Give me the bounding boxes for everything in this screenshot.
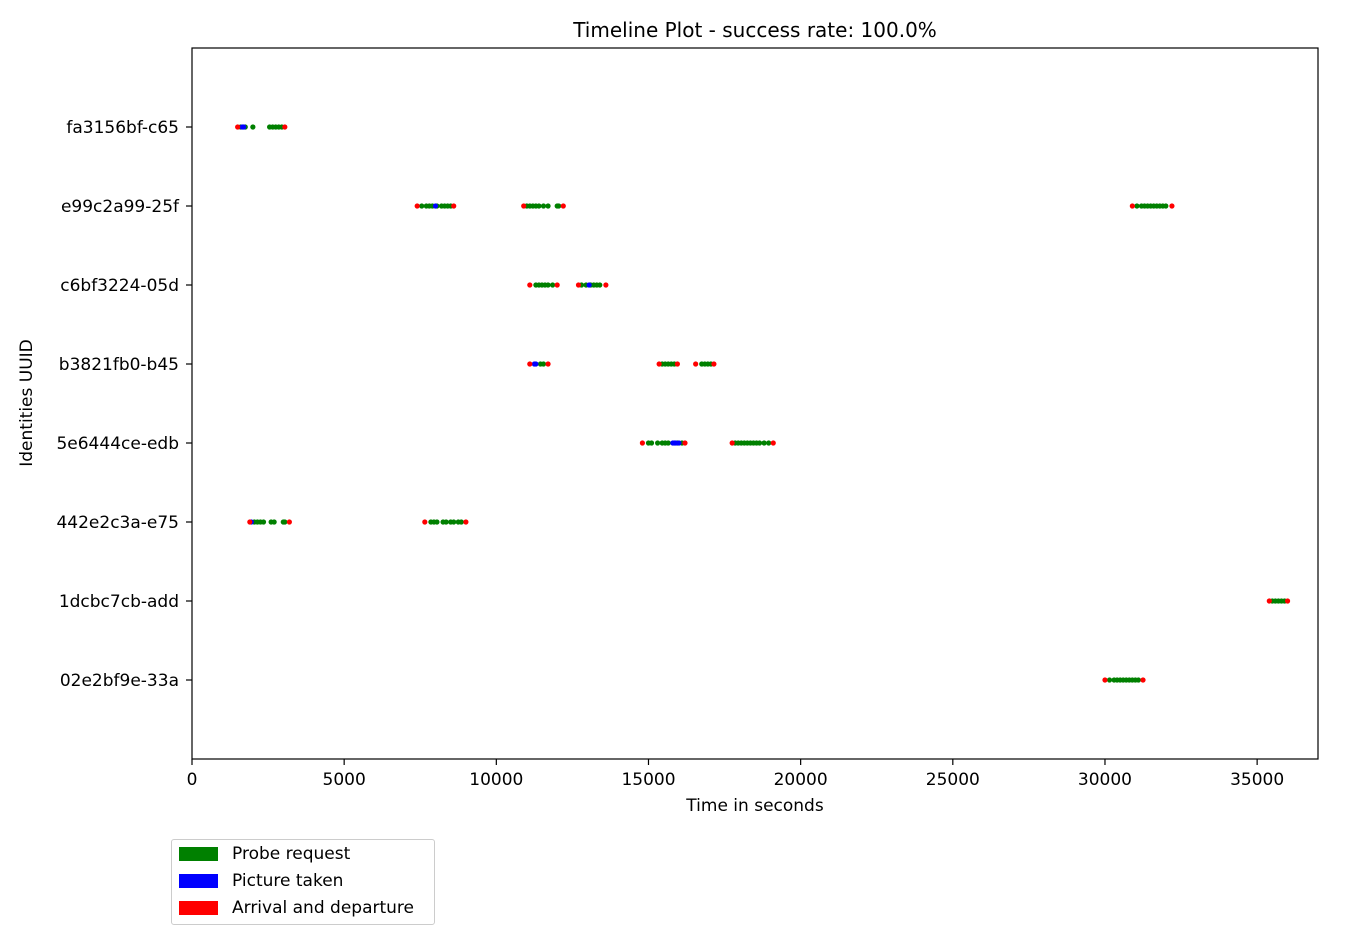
- probe-request-point: [766, 440, 772, 446]
- legend-label-probe-request: Probe request: [232, 844, 351, 864]
- probe-request-point: [761, 440, 767, 446]
- picture-taken-point: [533, 361, 539, 367]
- y-tick-label: 5e6444ce-edb: [56, 434, 179, 454]
- legend-swatch-arrival-departure: [179, 901, 218, 915]
- chart-title: Timeline Plot - success rate: 100.0%: [572, 18, 937, 42]
- picture-taken-point: [676, 440, 682, 446]
- picture-taken-point: [432, 203, 439, 209]
- probe-request-point: [443, 519, 449, 525]
- y-tick-label: 442e2c3a-e75: [56, 513, 179, 533]
- legend-item-arrival-departure: Arrival and departure: [179, 897, 414, 919]
- arrival-departure-point: [674, 361, 680, 367]
- probe-request-point: [655, 440, 661, 446]
- probe-request-point: [434, 519, 440, 525]
- arrival-departure-point: [422, 519, 428, 525]
- x-tick-label: 0: [187, 770, 198, 790]
- arrival-departure-point: [639, 440, 646, 446]
- legend-item-probe-request: Probe request: [179, 843, 350, 865]
- legend-label-picture-taken: Picture taken: [232, 871, 344, 891]
- probe-request-point: [597, 282, 603, 288]
- legend-label-arrival-departure: Arrival and departure: [232, 898, 414, 918]
- x-tick-label: 35000: [1230, 770, 1284, 790]
- arrival-departure-point: [560, 203, 566, 209]
- arrival-departure-point: [1129, 203, 1135, 209]
- series-arrival-departure: [235, 124, 1291, 683]
- arrival-departure-point: [286, 519, 292, 525]
- probe-request-point: [1135, 677, 1142, 683]
- x-axis-label: Time in seconds: [685, 796, 824, 816]
- probe-request-point: [250, 124, 256, 130]
- legend-swatch-probe-request: [179, 847, 218, 861]
- arrival-departure-point: [247, 519, 253, 525]
- arrival-departure-point: [682, 440, 688, 446]
- x-tick-label: 10000: [469, 770, 523, 790]
- y-tick-label: c6bf3224-05d: [60, 276, 179, 296]
- plot-frame: [191, 47, 1319, 760]
- x-tick-label: 5000: [323, 770, 366, 790]
- y-tick-label: fa3156bf-c65: [66, 118, 179, 138]
- legend: Probe request Picture taken Arrival and …: [171, 839, 435, 925]
- legend-item-picture-taken: Picture taken: [179, 870, 343, 892]
- probe-request-point: [271, 519, 277, 525]
- arrival-departure-point: [770, 440, 776, 446]
- probe-request-point: [540, 203, 547, 209]
- arrival-departure-point: [235, 124, 241, 130]
- arrival-departure-point: [1266, 598, 1272, 604]
- y-tick-label: 02e2bf9e-33a: [60, 671, 179, 691]
- series-picture-taken: [239, 124, 682, 525]
- arrival-departure-point: [729, 440, 735, 446]
- arrival-departure-point: [693, 361, 699, 367]
- series-probe-request: [238, 124, 1288, 683]
- arrival-departure-point: [711, 361, 717, 367]
- probe-request-point: [1106, 677, 1113, 683]
- probe-request-point: [545, 203, 551, 209]
- probe-request-point: [545, 282, 551, 288]
- y-tick-label: e99c2a99-25f: [61, 197, 180, 217]
- probe-request-point: [260, 519, 267, 525]
- arrival-departure-point: [521, 203, 527, 209]
- probe-request-point: [1134, 203, 1140, 209]
- y-axis-label: Identities UUID: [17, 339, 37, 467]
- arrival-departure-point: [1102, 677, 1108, 683]
- arrival-departure-point: [463, 519, 469, 525]
- x-tick-label: 25000: [926, 770, 980, 790]
- probe-request-point: [665, 440, 671, 446]
- arrival-departure-point: [414, 203, 420, 209]
- probe-request-point: [556, 203, 562, 209]
- probe-request-point: [550, 282, 556, 288]
- arrival-departure-point: [282, 124, 288, 130]
- picture-taken-point: [586, 282, 592, 288]
- x-tick-label: 15000: [621, 770, 675, 790]
- arrival-departure-point: [554, 282, 560, 288]
- probe-request-point: [648, 440, 655, 446]
- probe-request-point: [419, 203, 425, 209]
- probe-request-point: [536, 203, 542, 209]
- arrival-departure-point: [603, 282, 609, 288]
- probe-request-point: [451, 519, 457, 525]
- arrival-departure-point: [451, 203, 457, 209]
- x-tick-label: 30000: [1078, 770, 1132, 790]
- arrival-departure-point: [527, 361, 533, 367]
- arrival-departure-point: [1169, 203, 1175, 209]
- plot-area: 0 5000 10000 15000 20000 25000 30000 35000 02e2b…: [56, 47, 1319, 790]
- arrival-departure-point: [527, 282, 533, 288]
- legend-swatch-picture-taken: [179, 874, 218, 888]
- arrival-departure-point: [575, 282, 582, 288]
- arrival-departure-point: [545, 361, 551, 367]
- arrival-departure-point: [656, 361, 662, 367]
- picture-taken-point: [241, 124, 247, 130]
- arrival-departure-point: [1284, 598, 1291, 604]
- y-tick-label: 1dcbc7cb-add: [59, 592, 179, 612]
- arrival-departure-point: [1140, 677, 1146, 683]
- probe-request-point: [1163, 203, 1169, 209]
- probe-request-point: [756, 440, 763, 446]
- x-tick-label: 20000: [774, 770, 828, 790]
- probe-request-point: [458, 519, 464, 525]
- y-tick-label: b3821fb0-b45: [59, 355, 179, 375]
- probe-request-point: [540, 361, 547, 367]
- probe-request-point: [282, 519, 288, 525]
